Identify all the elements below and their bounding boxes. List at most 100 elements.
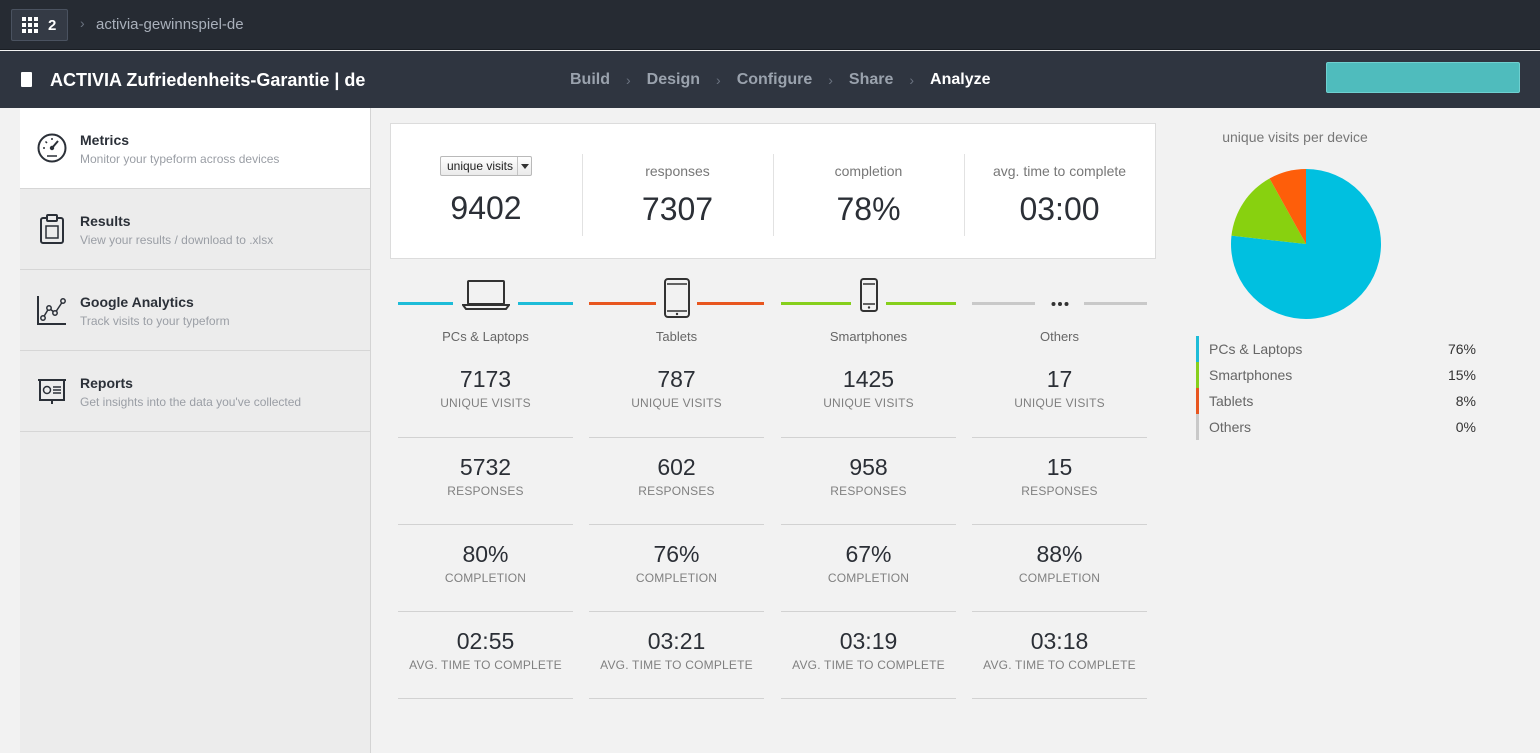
step-build[interactable]: Build: [570, 71, 610, 88]
device-responses: 958 RESPONSES: [781, 438, 956, 525]
visits-label: UNIQUE VISITS: [631, 396, 722, 410]
sidebar-item-subtitle: Track visits to your typeform: [80, 314, 230, 328]
avg-time-value: 03:21: [647, 628, 706, 654]
device-color-line: [1084, 302, 1147, 305]
apps-menu-button[interactable]: 2: [11, 9, 68, 41]
responses-label: RESPONSES: [447, 484, 524, 498]
legend-label: Smartphones: [1209, 367, 1293, 383]
device-avg-time: 03:18 AVG. TIME TO COMPLETE: [972, 612, 1147, 699]
completion-value: 88%: [1036, 541, 1083, 567]
visits-label: UNIQUE VISITS: [440, 396, 531, 410]
avg-time-value: 03:19: [839, 628, 898, 654]
legend-percent: 15%: [1447, 367, 1476, 383]
responses-label: RESPONSES: [638, 484, 715, 498]
metric-select[interactable]: unique visits: [439, 156, 533, 176]
sidebar-item-title: Reports: [80, 375, 133, 391]
chevron-right-icon: ›: [716, 72, 721, 88]
metric-select-value: unique visits: [446, 159, 514, 173]
step-share[interactable]: Share: [848, 71, 894, 88]
device-name: PCs & Laptops: [442, 329, 529, 344]
breadcrumb-workspace[interactable]: activia-gewinnspiel-de: [96, 16, 244, 33]
sidebar-item-title: Metrics: [80, 132, 130, 148]
device-responses: 5732 RESPONSES: [398, 438, 573, 525]
completion-label: COMPLETION: [827, 571, 910, 585]
chevron-right-icon: ›: [909, 72, 915, 88]
device-name: Smartphones: [829, 329, 908, 344]
responses-value: 602: [657, 454, 696, 480]
step-configure[interactable]: Configure: [736, 71, 813, 88]
step-nav: Build › Design › Configure › Share › Ana…: [570, 71, 991, 89]
step-design[interactable]: Design: [646, 71, 701, 88]
apps-count: 2: [48, 16, 57, 34]
sidebar-item-subtitle: Monitor your typeform across devices: [80, 152, 280, 166]
summary-visits-value: 9402: [450, 190, 522, 226]
completion-label: COMPLETION: [444, 571, 527, 585]
avg-time-label: AVG. TIME TO COMPLETE: [409, 658, 562, 672]
form-title: ACTIVIA Zufriedenheits-Garantie | de: [50, 70, 366, 90]
device-completion: 80% COMPLETION: [398, 525, 573, 612]
sidebar-item-title: Google Analytics: [80, 294, 194, 310]
legend-item-tablets: Tablets 8%: [1196, 388, 1476, 414]
chevron-right-icon: ›: [80, 15, 85, 31]
device-color-line: [589, 302, 656, 305]
legend-label: Others: [1209, 419, 1252, 435]
summary-completion-label: completion: [834, 163, 903, 179]
more-dots-icon: [1051, 302, 1068, 306]
device-visits: 1425 UNIQUE VISITS: [781, 344, 956, 438]
legend-item-pcs-laptops: PCs & Laptops 76%: [1196, 336, 1476, 362]
legend-percent: 76%: [1447, 341, 1476, 357]
device-name: Tablets: [655, 329, 698, 344]
step-analyze[interactable]: Analyze: [930, 71, 991, 88]
device-name: Others: [1039, 329, 1079, 344]
dropdown-caret-icon: [517, 157, 531, 175]
pie-slice-smartphones: [1231, 178, 1306, 244]
sidebar-item-title: Results: [80, 213, 131, 229]
device-visits: 17 UNIQUE VISITS: [972, 344, 1147, 438]
device-color-line: [398, 302, 453, 305]
summary-avg-time-value: 03:00: [1019, 191, 1100, 227]
device-completion: 88% COMPLETION: [972, 525, 1147, 612]
avg-time-label: AVG. TIME TO COMPLETE: [600, 658, 753, 672]
device-avg-time: 02:55 AVG. TIME TO COMPLETE: [398, 612, 573, 699]
pie-chart-title: unique visits per device: [1222, 129, 1368, 145]
responses-value: 958: [849, 454, 888, 480]
completion-value: 80%: [462, 541, 509, 567]
responses-label: RESPONSES: [1021, 484, 1098, 498]
completion-label: COMPLETION: [635, 571, 718, 585]
header-action-button[interactable]: [1326, 62, 1520, 93]
smartphone-icon: [859, 278, 878, 312]
sidebar-item-reports[interactable]: Reports Get insights into the data you'v…: [20, 351, 370, 432]
summary-responses-value: 7307: [641, 191, 714, 227]
device-responses: 602 RESPONSES: [589, 438, 764, 525]
summary-responses-label: responses: [645, 163, 710, 179]
laptop-icon: [461, 280, 510, 310]
form-header: ACTIVIA Zufriedenheits-Garantie | de Bui…: [0, 51, 1540, 108]
avg-time-value: 03:18: [1030, 628, 1089, 654]
device-color-line: [781, 302, 851, 305]
visits-value: 787: [657, 366, 696, 392]
visits-value: 17: [1046, 366, 1073, 392]
document-icon: [21, 72, 32, 87]
completion-value: 76%: [653, 541, 700, 567]
avg-time-label: AVG. TIME TO COMPLETE: [983, 658, 1136, 672]
visits-label: UNIQUE VISITS: [823, 396, 914, 410]
summary-avg-time: avg. time to complete 03:00: [964, 154, 1154, 236]
pie-legend: PCs & Laptops 76% Smartphones 15% Tablet…: [1196, 336, 1476, 440]
summary-responses: responses 7307: [582, 154, 772, 236]
legend-percent: 0%: [1455, 419, 1476, 435]
chevron-right-icon: ›: [626, 72, 631, 88]
sidebar-item-results[interactable]: Results View your results / download to …: [20, 189, 370, 270]
responses-value: 15: [1046, 454, 1073, 480]
completion-value: 67%: [845, 541, 892, 567]
avg-time-label: AVG. TIME TO COMPLETE: [792, 658, 945, 672]
device-responses: 15 RESPONSES: [972, 438, 1147, 525]
sidebar-item-google-analytics[interactable]: Google Analytics Track visits to your ty…: [20, 270, 370, 351]
summary-avg-time-label: avg. time to complete: [992, 163, 1127, 179]
responses-value: 5732: [459, 454, 512, 480]
visits-label: UNIQUE VISITS: [1014, 396, 1105, 410]
device-color-line: [886, 302, 956, 305]
sidebar-item-metrics[interactable]: Metrics Monitor your typeform across dev…: [20, 108, 370, 189]
device-completion: 67% COMPLETION: [781, 525, 956, 612]
sidebar-item-subtitle: View your results / download to .xlsx: [80, 233, 274, 247]
device-color-line: [518, 302, 573, 305]
